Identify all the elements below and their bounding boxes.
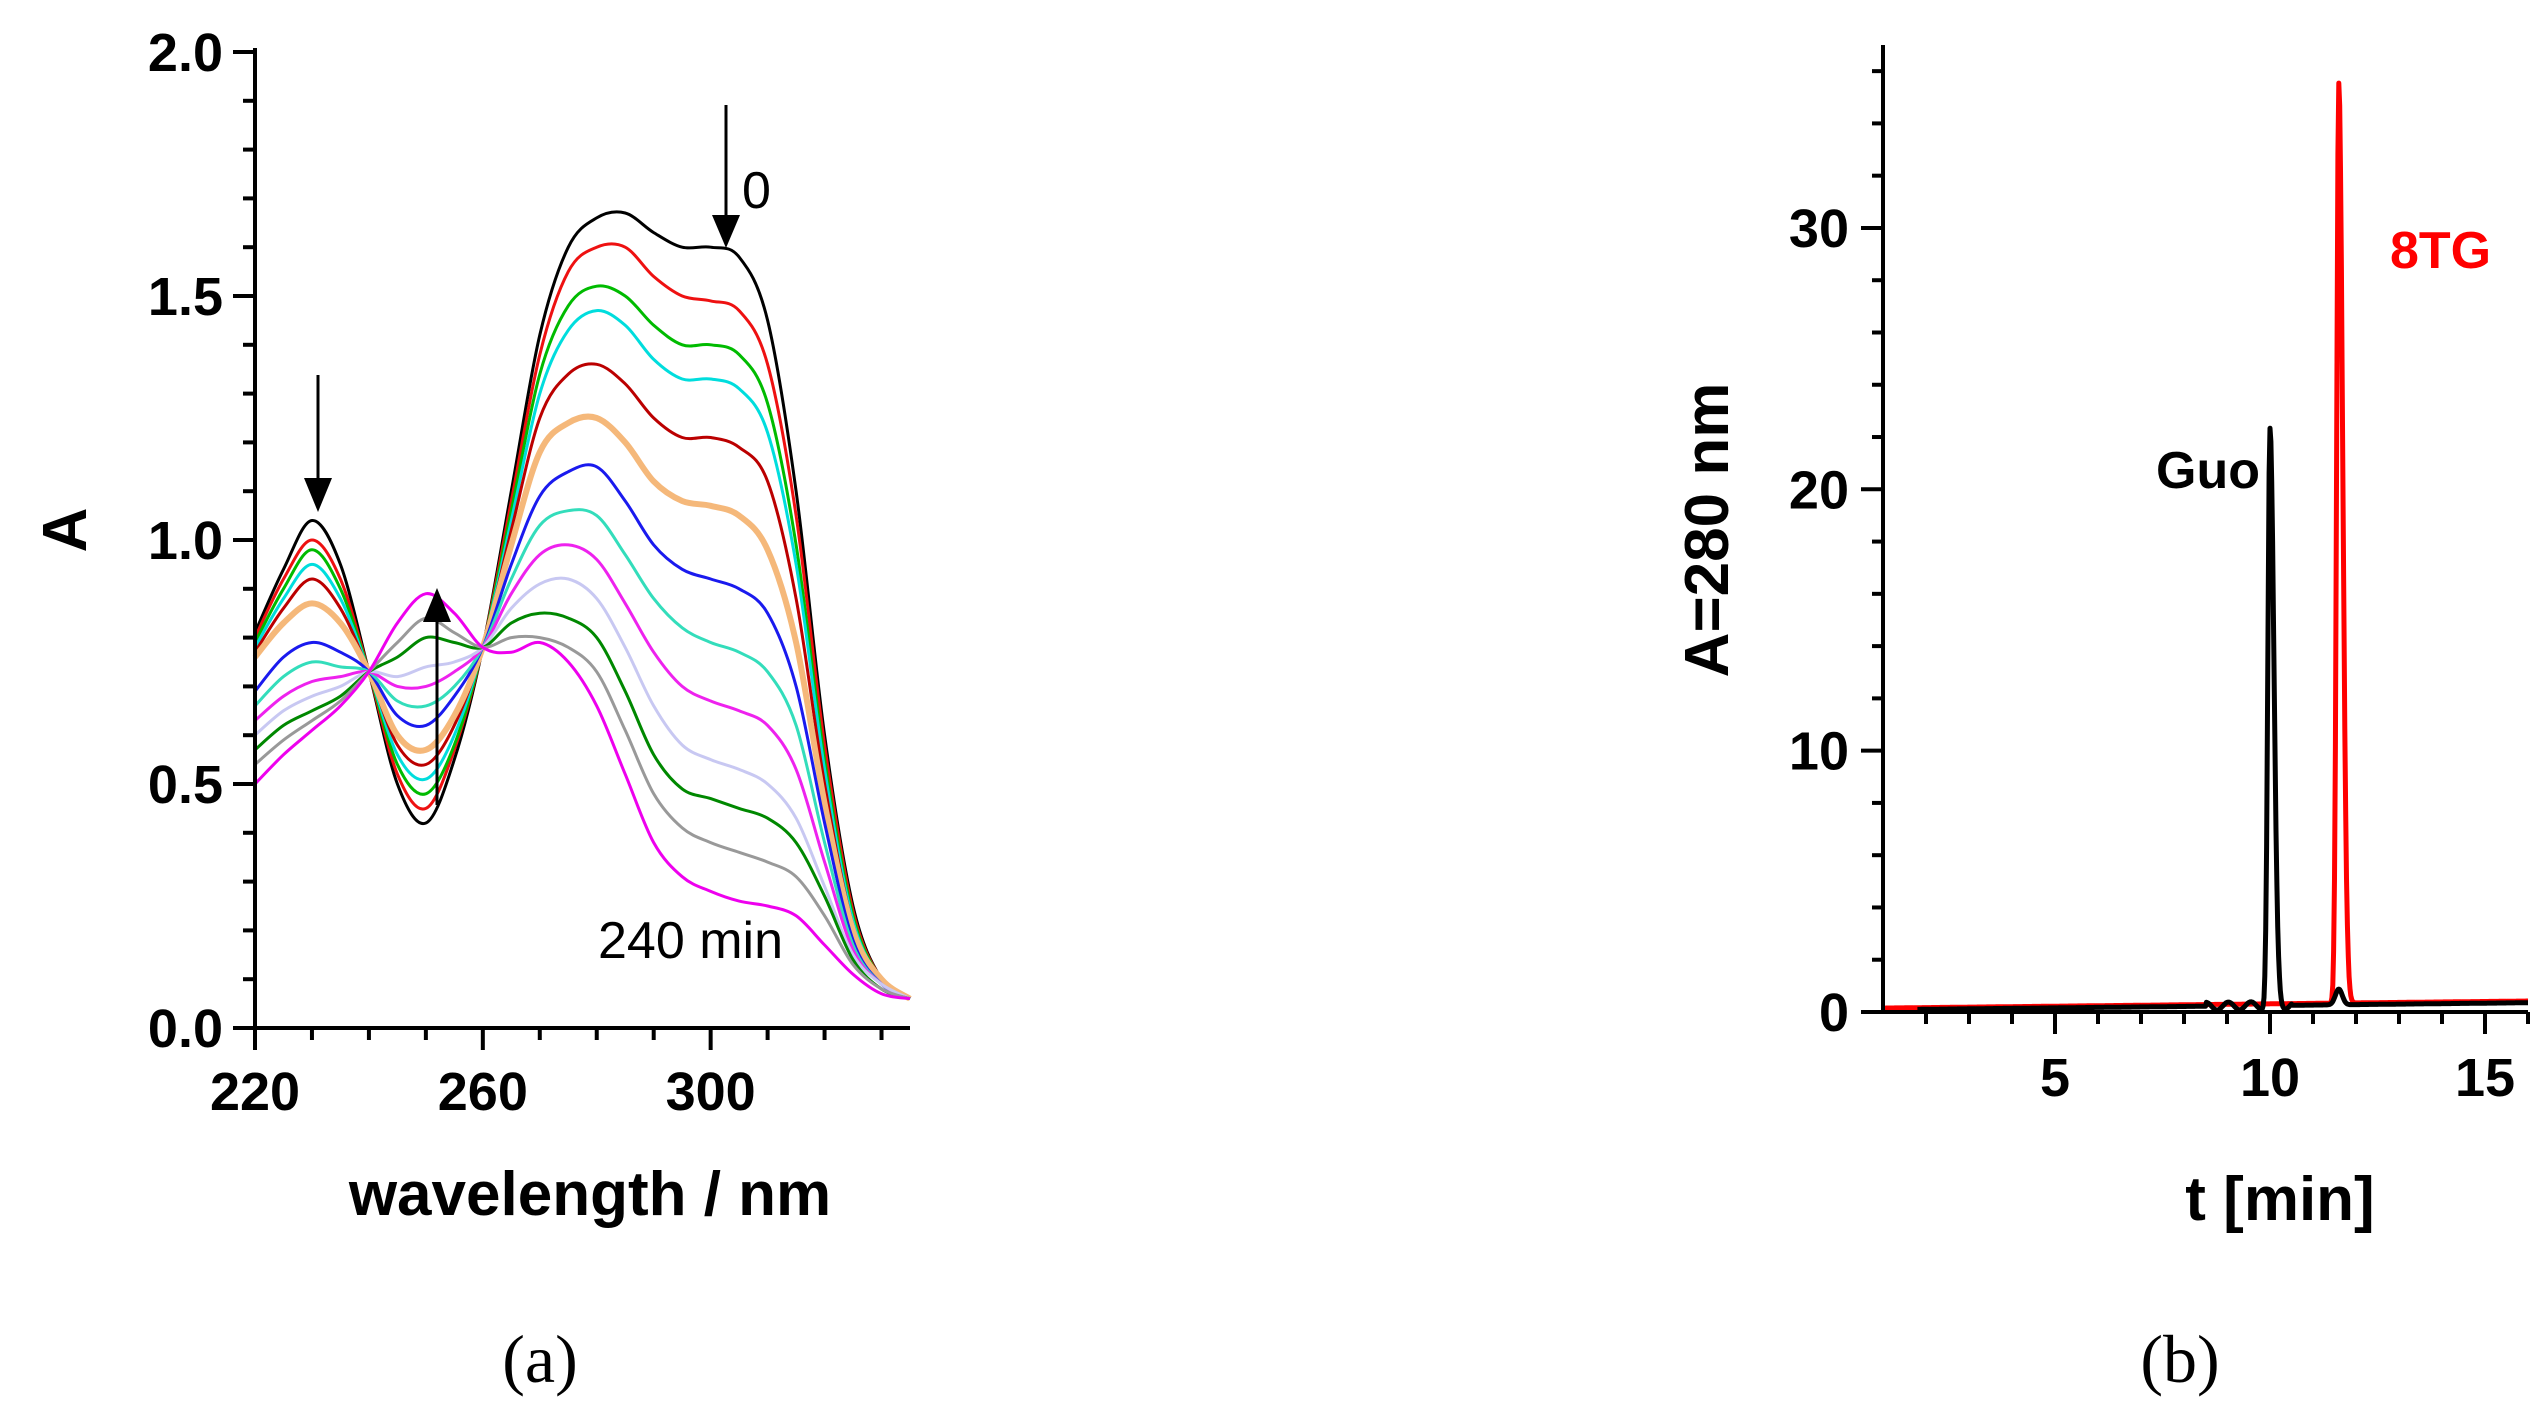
spectrum-line-1 [253, 210, 911, 1001]
uv-vis-spectra-chart: 0.0 0.5 1.0 1.5 2.0 220 260 300 wavelength / nm… [31, 23, 912, 1397]
arrow-down-right-icon [712, 105, 740, 248]
time-end-label: 240 min [598, 912, 783, 970]
x-tick-label-a: 220 [210, 1062, 300, 1122]
axes-b [1881, 45, 2528, 1014]
x-tick-label-a: 300 [666, 1062, 756, 1122]
y-tick-label-a: 0.0 [148, 999, 223, 1059]
y-axis-label-b: A=280 nm [1673, 383, 1742, 678]
panel-label-b: (b) [2140, 1321, 2219, 1397]
y-tick-label-a: 2.0 [148, 23, 223, 83]
y-tick-label-b: 20 [1789, 460, 1849, 520]
x-tick-label-b: 15 [2455, 1048, 2515, 1108]
x-tick-label-b: 5 [2040, 1048, 2070, 1108]
y-tick-label-a: 0.5 [148, 755, 223, 815]
y-axis-label-a: A [31, 508, 100, 553]
y-tick-label-b: 0 [1819, 983, 1849, 1043]
arrow-up-middle-icon [423, 588, 451, 805]
ticks-b: 0 10 20 30 5 10 15 [1789, 69, 2530, 1108]
guo-peak-label: Guo [2156, 442, 2260, 500]
spectra-series-group [252, 210, 912, 1002]
chromatogram-series-group [1881, 80, 2530, 1013]
x-axis-label-a: wavelength / nm [348, 1160, 831, 1229]
x-tick-label-a: 260 [438, 1062, 528, 1122]
x-axis-label-b: t [min] [2185, 1165, 2374, 1234]
chromatogram-line-guo [1915, 425, 2530, 1013]
x-tick-label-b: 10 [2240, 1048, 2300, 1108]
arrow-down-left-icon [304, 375, 332, 512]
8tg-peak-label: 8TG [2390, 222, 2491, 280]
y-tick-label-b: 30 [1789, 199, 1849, 259]
y-tick-label-a: 1.0 [148, 511, 223, 571]
hplc-chromatogram-chart: 0 10 20 30 5 10 15 t [min] A=280 nm Guo 8TG (b… [1673, 45, 2530, 1397]
y-tick-label-a: 1.5 [148, 267, 223, 327]
y-tick-label-b: 10 [1789, 722, 1849, 782]
ticks-a: 0.0 0.5 1.0 1.5 2.0 220 260 300 [148, 23, 884, 1122]
panel-label-a: (a) [502, 1321, 577, 1397]
axes-a [253, 48, 910, 1030]
spectrum-line-13 [253, 592, 911, 1001]
time-start-label: 0 [742, 162, 771, 220]
